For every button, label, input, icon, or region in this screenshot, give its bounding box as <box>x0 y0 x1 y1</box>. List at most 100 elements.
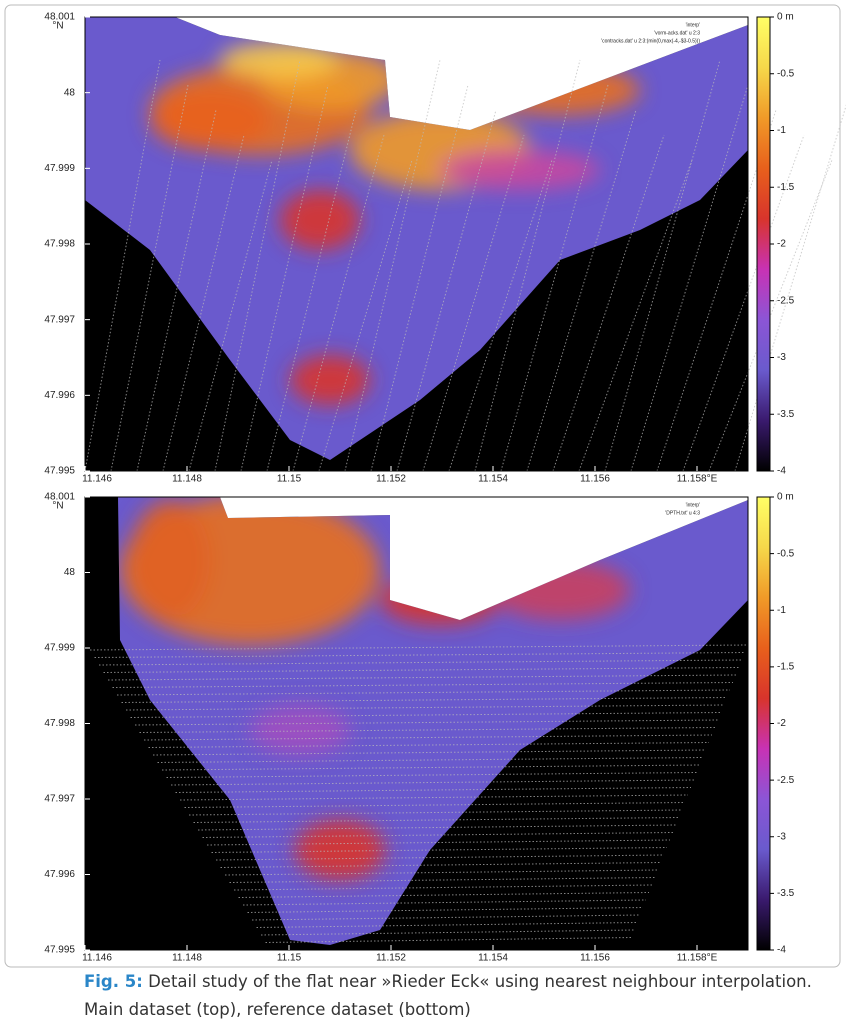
x-tick-label: 11.158°E <box>677 474 718 485</box>
track <box>161 764 701 771</box>
x-tick-label: 11.152 <box>376 953 406 964</box>
colorbar-tick-label: -1.5 <box>777 662 795 673</box>
track <box>103 667 740 673</box>
track <box>98 659 743 666</box>
track <box>240 84 329 472</box>
depth-patch <box>220 42 340 78</box>
colorbar <box>756 16 771 472</box>
caption-line: Main dataset (top), reference dataset (b… <box>84 1000 471 1019</box>
track <box>148 742 710 748</box>
x-tick-label: 11.158°E <box>677 953 718 964</box>
track <box>188 809 683 816</box>
y-unit-label: °N <box>52 21 63 32</box>
track <box>256 922 638 928</box>
y-tick-label: 47.996 <box>44 869 75 880</box>
key-entry: 'vorm-acks.dat' u 2:3 <box>654 30 700 36</box>
depth-patch <box>280 190 360 250</box>
track <box>197 824 677 831</box>
x-tick-label: 11.152 <box>376 474 406 485</box>
track <box>682 134 805 472</box>
caption-label: Fig. 5: <box>84 972 143 991</box>
track <box>229 877 656 883</box>
track <box>318 159 413 472</box>
colorbar-tick-label: -1.5 <box>777 182 795 193</box>
track <box>552 134 665 472</box>
track <box>89 644 749 651</box>
land-area <box>220 497 748 620</box>
y-tick-label: 47.997 <box>44 794 75 805</box>
track <box>215 854 665 861</box>
track <box>630 84 749 472</box>
track <box>166 772 698 778</box>
track <box>266 109 357 472</box>
land-area <box>175 17 748 130</box>
y-tick-label: 47.995 <box>44 466 75 477</box>
colorbar-tick-label: 0 m <box>777 12 794 23</box>
track <box>396 109 497 472</box>
x-tick-label: 11.156 <box>580 474 610 485</box>
x-tick-label: 11.156 <box>580 953 610 964</box>
heatmap <box>85 497 749 950</box>
y-tick-label: 47.999 <box>44 643 75 654</box>
y-tick-label: 47.997 <box>44 314 75 325</box>
colorbar-tick-label: -0.5 <box>777 68 795 79</box>
caption-text: Detail study of the flat near »Rieder Ec… <box>148 972 812 991</box>
x-tick-label: 11.146 <box>82 953 112 964</box>
track <box>134 719 719 726</box>
track <box>422 134 525 472</box>
y-tick-label: 47.999 <box>44 163 75 174</box>
x-tick-label: 11.148 <box>172 474 202 485</box>
track <box>260 929 635 936</box>
track <box>242 899 647 906</box>
y-tick-label: 48.001 <box>44 12 75 23</box>
depth-patch <box>290 355 370 405</box>
y-tick-label: 47.998 <box>44 718 75 729</box>
depth-patch <box>250 705 350 755</box>
track <box>251 914 641 921</box>
colorbar-tick-label: -2 <box>777 239 786 250</box>
track <box>188 159 273 472</box>
x-tick-label: 11.15 <box>277 474 302 485</box>
y-tick-label: 47.995 <box>44 945 75 956</box>
track <box>110 84 189 472</box>
track <box>604 59 721 472</box>
track <box>202 832 674 838</box>
y-tick-label: 47.998 <box>44 239 75 250</box>
figure-plots: 'interp' 'vorm-acks.dat' u 2:3 'contracks.… <box>4 4 846 968</box>
track <box>211 847 668 853</box>
track <box>224 869 659 876</box>
colorbar-tick-label: -2.5 <box>777 295 795 306</box>
colorbar-tick-label: -3 <box>777 352 786 363</box>
track <box>184 802 686 808</box>
survey-tracks <box>84 59 846 472</box>
track <box>656 109 777 472</box>
track <box>474 59 581 472</box>
depth-patch <box>130 500 210 620</box>
x-tick-label: 11.154 <box>478 953 508 964</box>
key-entry: 'interp' <box>686 502 700 508</box>
colorbar-tick-label: -4 <box>777 466 786 477</box>
colorbar <box>756 496 771 951</box>
track <box>179 794 689 801</box>
colorbar-tick-label: -4 <box>777 945 786 956</box>
x-tick-label: 11.148 <box>172 953 202 964</box>
colorbar-tick-label: -0.5 <box>777 548 795 559</box>
colorbar-tick-label: 0 m <box>777 492 794 503</box>
caption-line: Fig. 5: Detail study of the flat near »R… <box>84 972 812 991</box>
y-tick-label: 47.996 <box>44 390 75 401</box>
track <box>344 59 441 472</box>
colorbar-tick-label: -3.5 <box>777 888 795 899</box>
track <box>247 907 644 913</box>
track <box>130 712 722 718</box>
track <box>500 84 609 472</box>
track <box>152 749 707 756</box>
key-entry: 'interp' <box>686 22 700 28</box>
key-entry: 'DPTH.txt' u 4:3 <box>665 510 700 516</box>
colorbar-tick-label: -3.5 <box>777 409 795 420</box>
colorbar-tick-label: -2 <box>777 718 786 729</box>
survey-tracks <box>89 644 749 943</box>
track <box>162 134 245 472</box>
colorbar-tick-label: -3 <box>777 831 786 842</box>
track <box>139 727 716 733</box>
